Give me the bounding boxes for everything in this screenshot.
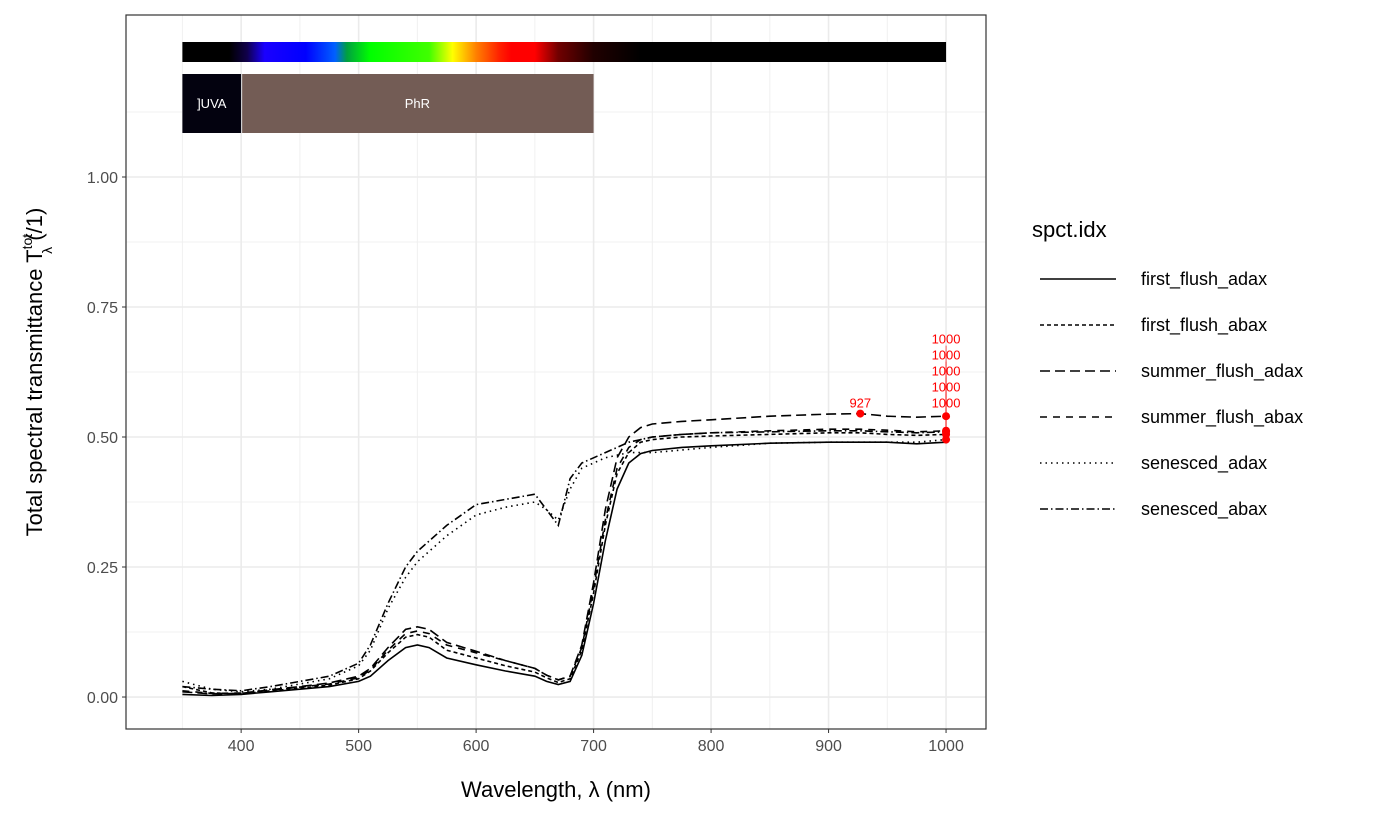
peak-label: 1000 bbox=[932, 332, 961, 347]
y-tick-label: 1.00 bbox=[87, 170, 118, 187]
y-axis-title-part: (/1) bbox=[22, 208, 47, 247]
legend-label: summer_flush_abax bbox=[1141, 407, 1303, 428]
peak-point bbox=[856, 409, 865, 418]
y-tick-label: 0.50 bbox=[87, 430, 118, 447]
series-line-first_flush_abax bbox=[182, 432, 947, 695]
color-spectrum-bar bbox=[182, 42, 947, 62]
y-tick-label: 0.00 bbox=[87, 690, 118, 707]
legend-label: summer_flush_adax bbox=[1141, 361, 1303, 382]
x-tick-label: 700 bbox=[580, 738, 607, 755]
y-axis-title-part: Total spectral transmittance T bbox=[22, 249, 47, 536]
y-tick-label: 0.25 bbox=[87, 560, 118, 577]
peak-point bbox=[942, 435, 951, 444]
panel-border bbox=[125, 14, 987, 730]
legend-label: first_flush_abax bbox=[1141, 315, 1267, 336]
x-tick-label: 600 bbox=[463, 738, 490, 755]
waveband-uva bbox=[182, 74, 242, 133]
legend-label: first_flush_adax bbox=[1141, 269, 1267, 290]
peak-label: 927 bbox=[849, 396, 871, 411]
x-tick-label: 900 bbox=[815, 738, 842, 755]
legend-label: senesced_adax bbox=[1141, 453, 1267, 474]
series-line-senesced_abax bbox=[182, 430, 947, 692]
legend-label: senesced_abax bbox=[1141, 499, 1267, 520]
y-axis-title: Total spectral transmittance Ttotλ (/1) bbox=[19, 208, 55, 537]
x-tick-label: 400 bbox=[228, 738, 255, 755]
waveband-label: PhR bbox=[405, 96, 430, 111]
x-tick-label: 1000 bbox=[928, 738, 964, 755]
y-axis-title-part: tot bbox=[19, 234, 35, 250]
x-tick-label: 800 bbox=[698, 738, 725, 755]
legend-title: spct.idx bbox=[1032, 217, 1107, 242]
series-line-summer_flush_abax bbox=[182, 428, 947, 695]
x-axis-title: Wavelength, λ (nm) bbox=[461, 777, 651, 802]
y-tick-label: 0.75 bbox=[87, 300, 118, 317]
series-line-senesced_adax bbox=[182, 438, 947, 693]
series-line-summer_flush_adax bbox=[182, 412, 947, 695]
waveband-label: ]UVA bbox=[197, 96, 227, 111]
series-line-first_flush_adax bbox=[182, 441, 947, 697]
x-tick-label: 500 bbox=[345, 738, 372, 755]
y-axis-title-part: λ bbox=[39, 247, 55, 254]
waveband-phr bbox=[242, 74, 594, 133]
